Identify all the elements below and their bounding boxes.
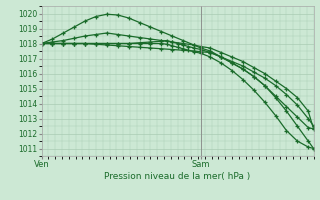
- X-axis label: Pression niveau de la mer( hPa ): Pression niveau de la mer( hPa ): [104, 172, 251, 181]
